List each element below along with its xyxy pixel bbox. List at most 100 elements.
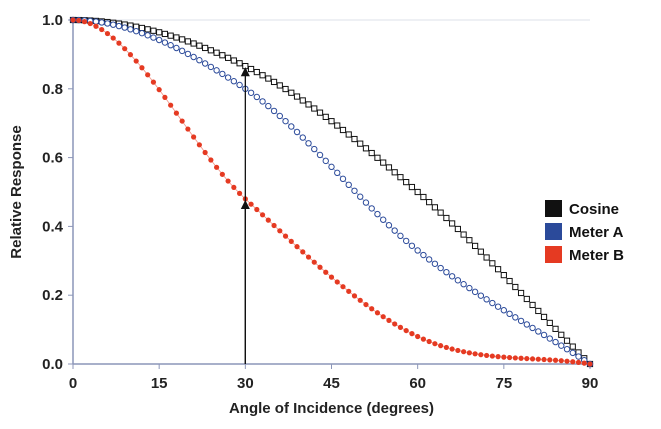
data-point [190,53,197,61]
data-point [420,193,427,201]
data-point [385,164,393,171]
x-tick-label: 60 [409,375,426,392]
y-tick-label: 1.0 [42,12,63,29]
data-point [334,279,340,285]
data-point [466,284,473,292]
data-point [293,128,301,136]
data-point [351,135,358,143]
data-point [575,353,582,360]
data-point [127,26,134,33]
data-point [570,359,576,365]
data-point [426,338,432,345]
data-point [254,206,260,213]
data-point [265,75,272,82]
data-point [328,274,335,280]
data-point [369,306,375,312]
data-point [569,349,576,357]
data-point [540,331,548,339]
data-point [305,140,312,147]
data-point [443,344,449,351]
y-axis-title: Relative Response [8,125,25,258]
data-point [478,352,484,358]
data-point [385,222,393,229]
data-point [415,333,421,340]
data-point [477,292,485,299]
data-point [431,204,438,211]
data-point [184,38,191,45]
data-point [345,181,352,189]
data-point [167,42,174,49]
data-point [402,237,410,245]
data-point [311,259,317,265]
data-point [225,178,231,184]
data-point [494,303,502,310]
y-tick-label: 0.8 [42,81,63,98]
legend-swatch-meter-b [545,246,562,263]
data-point [403,179,410,186]
data-point [305,101,312,108]
data-point [563,337,571,344]
data-point [512,283,519,291]
data-point [500,272,507,279]
data-point [173,44,180,52]
data-point [420,251,427,259]
data-point [288,89,295,96]
data-point [535,328,542,335]
data-point [299,97,306,104]
data-point [392,321,398,327]
data-point [259,72,266,79]
data-point [196,142,202,148]
data-point [150,27,157,34]
x-axis-title: Angle of Incidence (degrees) [229,400,434,417]
data-point [397,174,404,181]
data-point [477,248,484,255]
data-point [150,34,157,41]
data-point [276,112,283,120]
data-point [265,102,272,110]
data-point [489,260,496,267]
data-point [529,324,536,332]
data-point [305,254,312,260]
y-tick-label: 0.6 [42,150,63,167]
data-point [155,36,163,44]
data-point [219,52,226,59]
data-point [483,296,490,303]
legend: Cosine Meter A Meter B [545,200,624,264]
data-point [506,354,513,361]
data-point [230,57,237,64]
data-point [517,317,525,325]
data-point [351,187,358,194]
data-point [236,60,243,67]
data-point [156,87,162,93]
data-point [253,93,261,101]
data-point [461,349,467,355]
data-point [547,357,553,363]
data-point [277,228,283,234]
axes: 0 15 30 45 60 75 90 0.0 0.2 0.4 0.6 0.8 1.0 Angle of … [8,12,598,417]
data-point [139,65,145,71]
data-point [282,117,289,125]
data-point [357,193,364,200]
data-point [311,105,318,112]
data-point [345,131,352,138]
data-point [162,94,168,100]
x-tick-label: 0 [69,375,77,392]
data-point [408,183,416,191]
data-point [208,157,214,163]
data-point [409,331,415,337]
data-point [144,26,151,33]
data-point [414,188,421,196]
data-point [201,60,209,67]
data-point [288,238,294,245]
data-point [558,342,565,349]
data-point [316,109,324,116]
data-point [363,301,369,308]
data-point [214,164,220,170]
data-point [386,317,392,323]
data-point [414,247,421,254]
data-point [156,29,163,36]
data-point [196,57,203,64]
data-point [294,244,300,250]
data-point [115,22,123,30]
data-point [466,237,473,244]
